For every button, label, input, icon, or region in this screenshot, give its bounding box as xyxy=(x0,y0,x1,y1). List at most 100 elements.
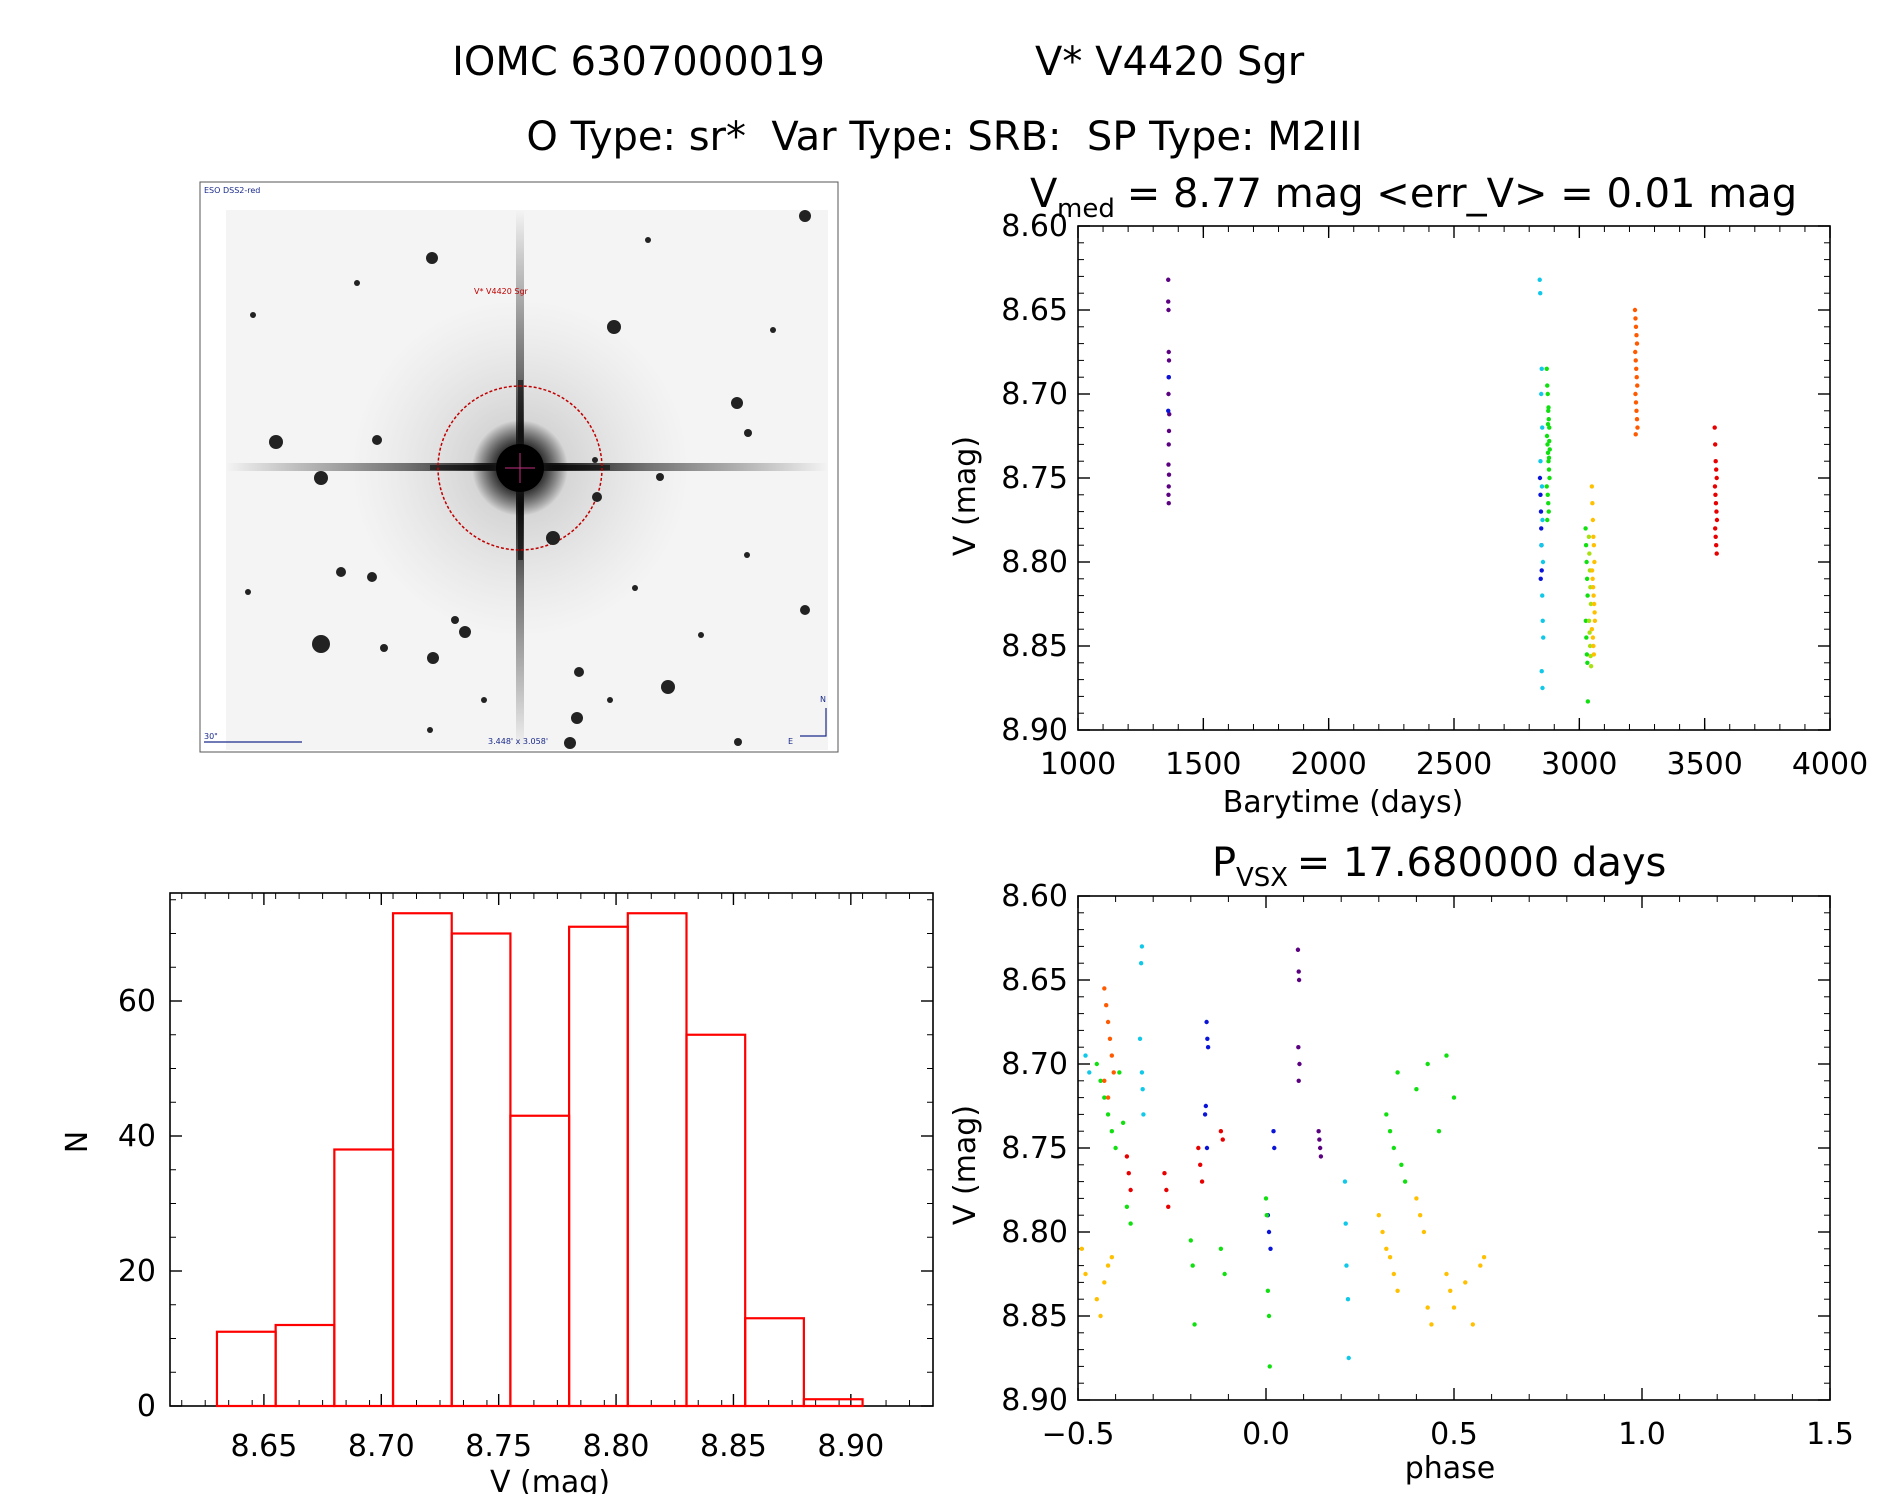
phased-point xyxy=(1218,1129,1224,1134)
lightcurve-point xyxy=(1540,685,1545,691)
lightcurve-point xyxy=(1538,576,1543,581)
phased-point xyxy=(1399,1162,1404,1168)
lightcurve-point xyxy=(1633,432,1638,437)
lightcurve-point xyxy=(1591,652,1597,657)
phased-point xyxy=(1098,1313,1103,1319)
lightcurve-point xyxy=(1547,425,1552,430)
phased-xtick-label: 0.0 xyxy=(1242,1417,1290,1452)
phased-point xyxy=(1109,1129,1115,1134)
lightcurve-point xyxy=(1538,459,1543,464)
phased-point xyxy=(1297,1061,1302,1067)
lightcurve-point xyxy=(1589,568,1595,573)
lightcurve-point xyxy=(1590,576,1595,581)
histogram-xtick-label: 8.85 xyxy=(700,1429,767,1464)
lightcurve-point xyxy=(1633,358,1638,363)
histogram-bar xyxy=(274,1323,336,1408)
lightcurve-point xyxy=(1539,391,1544,397)
lightcurve-point xyxy=(1713,492,1718,497)
phased-point xyxy=(1317,1145,1323,1151)
phased-point xyxy=(1111,1070,1116,1075)
lightcurve-point xyxy=(1591,601,1597,607)
lightcurve-point xyxy=(1712,526,1718,531)
phased-point xyxy=(1198,1162,1203,1168)
finder-image: ESO DSS2-red V* V4420 Sgr 30" 3.448' x 3… xyxy=(199,181,839,753)
histogram-bar xyxy=(802,1398,864,1408)
lightcurve-point xyxy=(1166,484,1171,489)
phased-point xyxy=(1202,1112,1208,1117)
phased-point xyxy=(1376,1213,1382,1218)
histogram-ylabel: N xyxy=(60,1131,95,1153)
phased-ytick-label: 8.75 xyxy=(1001,1131,1068,1166)
lightcurve-point xyxy=(1545,391,1550,397)
lightcurve-ylabel: V (mag) xyxy=(948,436,983,556)
lightcurve-chart: V med = 8.77 mag <err_V> = 0.01 mag Bary… xyxy=(948,171,1868,820)
phased-point xyxy=(1205,1036,1210,1042)
lightcurve-point xyxy=(1635,425,1640,430)
lightcurve-title-rest: = 8.77 mag <err_V> = 0.01 mag xyxy=(1114,171,1797,217)
phased-point xyxy=(1105,1112,1111,1117)
phased-point xyxy=(1113,1145,1118,1151)
phased-point xyxy=(1079,1246,1084,1252)
phased-point xyxy=(1141,1112,1146,1117)
lightcurve-ytick-label: 8.65 xyxy=(1001,293,1068,328)
phased-point xyxy=(1384,1112,1389,1117)
phased-point xyxy=(1128,1187,1133,1193)
lightcurve-point xyxy=(1583,543,1589,548)
phased-point xyxy=(1316,1129,1321,1134)
lightcurve-point xyxy=(1590,517,1596,523)
title-star-name: V* V4420 Sgr xyxy=(1035,39,1305,85)
lightcurve-point xyxy=(1546,467,1552,472)
lightcurve-point xyxy=(1539,366,1544,371)
lightcurve-xtick-label: 3000 xyxy=(1541,747,1617,782)
phased-point xyxy=(1391,1145,1397,1151)
finder-north-label: N xyxy=(820,695,826,704)
lightcurve-point xyxy=(1546,408,1551,413)
phased-point xyxy=(1478,1263,1483,1268)
lightcurve-point xyxy=(1540,517,1545,523)
finder-survey-label: ESO DSS2-red xyxy=(204,186,260,195)
histogram-xtick-label: 8.80 xyxy=(583,1429,650,1464)
phased-point xyxy=(1094,1061,1100,1067)
lightcurve-point xyxy=(1585,593,1590,598)
lightcurve-point xyxy=(1537,277,1542,282)
phased-point xyxy=(1344,1263,1349,1268)
phased-point xyxy=(1087,1070,1092,1075)
histogram-bar xyxy=(509,1114,571,1408)
lightcurve-point xyxy=(1713,543,1719,548)
lightcurve-point xyxy=(1587,643,1593,649)
phased-point xyxy=(1444,1053,1449,1058)
lightcurve-point xyxy=(1713,534,1718,539)
phased-point xyxy=(1109,1255,1115,1260)
lightcurve-point xyxy=(1539,568,1544,573)
phased-point xyxy=(1264,1213,1269,1218)
lightcurve-ytick-label: 8.80 xyxy=(1001,545,1068,580)
lightcurve-point xyxy=(1588,653,1593,659)
lightcurve-point xyxy=(1166,358,1172,363)
phased-point xyxy=(1204,1145,1210,1151)
lightcurve-point xyxy=(1584,635,1589,640)
lightcurve-point xyxy=(1592,559,1597,565)
phased-point xyxy=(1220,1137,1225,1142)
lightcurve-point xyxy=(1545,450,1551,455)
lightcurve-point xyxy=(1545,517,1550,523)
histogram-chart: V (mag) N 8.65 8.70 8.75 8.80 8.85 8.90 0 20 40 6… xyxy=(60,892,934,1494)
lightcurve-title-main: V xyxy=(1030,171,1058,217)
lightcurve-point xyxy=(1712,425,1717,430)
lightcurve-point xyxy=(1166,375,1171,380)
histogram-xtick-label: 8.70 xyxy=(348,1429,415,1464)
histogram-bar xyxy=(685,1033,747,1408)
phased-point xyxy=(1436,1129,1442,1134)
histogram-bar xyxy=(215,1330,277,1408)
phased-point xyxy=(1166,1204,1171,1210)
phased-point xyxy=(1128,1221,1133,1226)
phased-point xyxy=(1265,1288,1271,1294)
lightcurve-point xyxy=(1589,627,1595,632)
phased-title-main: P xyxy=(1212,840,1236,886)
lightcurve-point xyxy=(1546,455,1552,461)
lightcurve-point xyxy=(1592,610,1597,615)
lightcurve-point xyxy=(1166,442,1171,447)
phased-point xyxy=(1102,1078,1107,1084)
phased-xtick-label: 0.5 xyxy=(1430,1417,1478,1452)
phased-point xyxy=(1421,1229,1427,1235)
histogram-bar xyxy=(626,912,688,1408)
